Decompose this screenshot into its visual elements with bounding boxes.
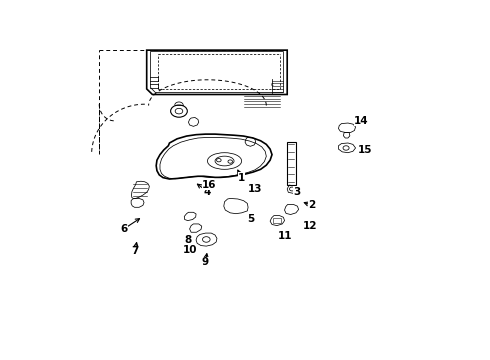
Text: 9: 9 bbox=[202, 257, 209, 267]
Text: 14: 14 bbox=[354, 116, 368, 126]
Text: c: c bbox=[270, 82, 273, 87]
Text: 15: 15 bbox=[358, 145, 372, 155]
Text: 1: 1 bbox=[238, 173, 245, 183]
Text: 7: 7 bbox=[132, 246, 139, 256]
Text: 5: 5 bbox=[247, 214, 255, 224]
Text: 3: 3 bbox=[293, 186, 300, 197]
Text: 11: 11 bbox=[278, 231, 293, 241]
Text: 13: 13 bbox=[247, 184, 262, 194]
Text: 2: 2 bbox=[308, 201, 316, 210]
Text: 16: 16 bbox=[202, 180, 217, 190]
Text: 6: 6 bbox=[120, 224, 127, 234]
Text: 12: 12 bbox=[303, 221, 317, 231]
Text: 10: 10 bbox=[183, 245, 197, 255]
Text: 4: 4 bbox=[204, 186, 211, 197]
Text: 8: 8 bbox=[185, 235, 192, 245]
